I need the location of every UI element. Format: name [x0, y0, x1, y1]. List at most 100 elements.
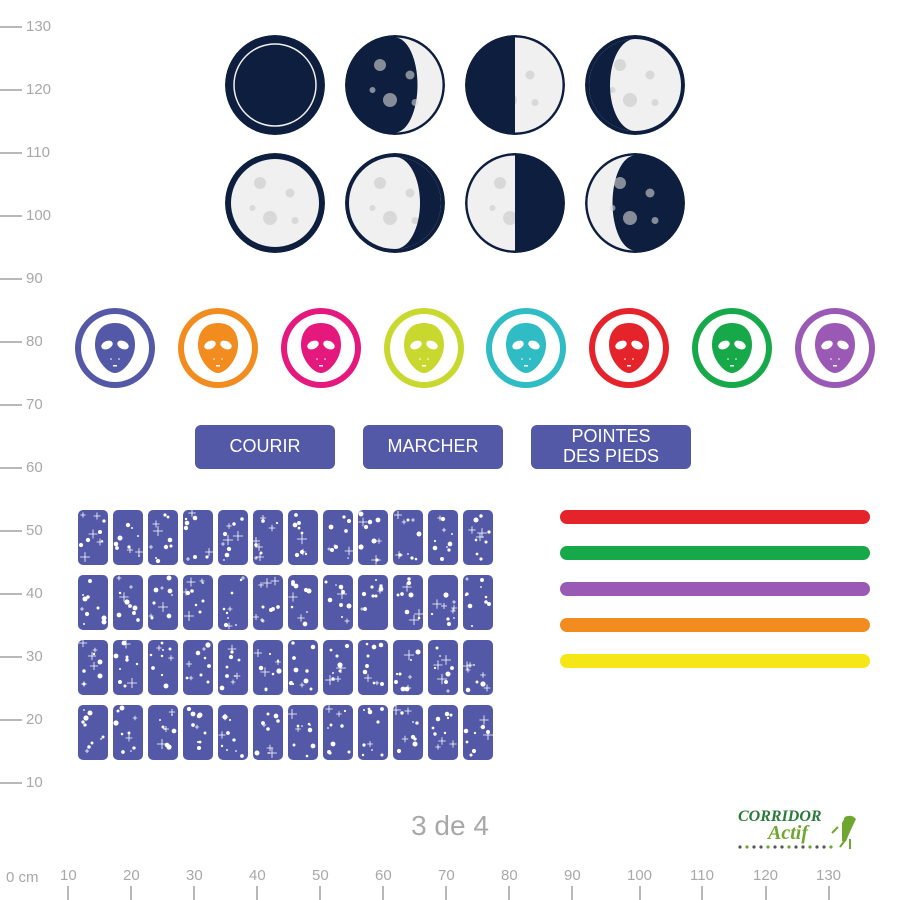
star-tile-icon	[113, 640, 143, 695]
star-tile-icon	[113, 705, 143, 760]
star-tile-icon	[323, 640, 353, 695]
star-tile-icon	[358, 705, 388, 760]
star-tile-icon	[393, 510, 423, 565]
star-tile-icon	[358, 575, 388, 630]
alien-badge-icon	[589, 308, 669, 388]
star-tile-icon	[463, 705, 493, 760]
alien-badge-icon	[692, 308, 772, 388]
y-tick: 50	[0, 522, 43, 539]
star-tile-icon	[393, 575, 423, 630]
star-tile-icon	[148, 510, 178, 565]
action-label: COURIR	[195, 425, 335, 469]
star-tile-icon	[78, 510, 108, 565]
moon-full-icon	[225, 153, 325, 253]
moon-phases-group	[225, 35, 685, 271]
star-tile-icon	[218, 705, 248, 760]
alien-badge-icon	[75, 308, 155, 388]
color-bar	[560, 582, 870, 596]
star-tile-icon	[463, 640, 493, 695]
star-tile-icon	[393, 705, 423, 760]
x-ruler: 0 cm 102030405060708090100110120130	[0, 868, 900, 900]
color-bars-column	[560, 510, 870, 668]
moon-first-quarter-icon	[465, 35, 565, 135]
action-label: MARCHER	[363, 425, 503, 469]
y-tick: 30	[0, 648, 43, 665]
y-tick: 20	[0, 711, 43, 728]
y-ruler: 130 120 110 100 90 80 70 60 50 40 30 20 10	[0, 0, 55, 880]
y-tick: 70	[0, 396, 43, 413]
moon-waning-gibbous-icon	[345, 153, 445, 253]
x-tick: 60	[375, 867, 392, 900]
y-tick: 120	[0, 81, 51, 98]
alien-badge-icon	[486, 308, 566, 388]
star-tile-icon	[113, 575, 143, 630]
color-bar	[560, 654, 870, 668]
color-bar	[560, 510, 870, 524]
x-tick: 100	[627, 867, 652, 900]
alien-badge-icon	[795, 308, 875, 388]
x-tick: 40	[249, 867, 266, 900]
star-tile-icon	[428, 510, 458, 565]
x-tick: 70	[438, 867, 455, 900]
star-tile-icon	[253, 510, 283, 565]
star-tile-icon	[218, 640, 248, 695]
star-tile-icon	[288, 510, 318, 565]
star-tile-icon	[183, 510, 213, 565]
x-tick: 30	[186, 867, 203, 900]
y-tick: 40	[0, 585, 43, 602]
color-bar	[560, 546, 870, 560]
moon-waxing-crescent-icon	[345, 35, 445, 135]
star-tile-icon	[323, 705, 353, 760]
alien-badge-icon	[178, 308, 258, 388]
action-label: POINTESDES PIEDS	[531, 425, 691, 469]
star-tile-icon	[253, 640, 283, 695]
action-labels-row: COURIR MARCHER POINTESDES PIEDS	[195, 425, 691, 469]
svg-text:Actif: Actif	[766, 822, 810, 844]
x-tick: 130	[816, 867, 841, 900]
star-tile-icon	[183, 575, 213, 630]
y-tick: 110	[0, 144, 50, 161]
star-tile-icon	[358, 640, 388, 695]
star-tile-icon	[428, 575, 458, 630]
y-tick: 130	[0, 18, 51, 35]
sticker-sheet: 130120110100908070605040302010 0 cm 1020…	[0, 0, 900, 900]
star-tile-icon	[463, 575, 493, 630]
star-tile-icon	[323, 575, 353, 630]
star-tile-icon	[323, 510, 353, 565]
star-tile-icon	[218, 510, 248, 565]
star-tile-icon	[148, 575, 178, 630]
x-tick: 80	[501, 867, 518, 900]
y-tick: 10	[0, 774, 43, 791]
star-tile-icon	[428, 705, 458, 760]
star-tile-icon	[393, 640, 423, 695]
y-tick: 80	[0, 333, 43, 350]
star-tile-icon	[288, 640, 318, 695]
y-tick: 90	[0, 270, 43, 287]
moon-new-icon	[225, 35, 325, 135]
x-tick: 120	[753, 867, 778, 900]
moon-waxing-gibbous-icon	[585, 35, 685, 135]
star-tile-icon	[463, 510, 493, 565]
star-tiles-grid	[78, 510, 493, 770]
star-tile-icon	[148, 640, 178, 695]
x-tick: 10	[60, 867, 77, 900]
star-tile-icon	[183, 640, 213, 695]
moon-last-quarter-icon	[465, 153, 565, 253]
star-tile-icon	[183, 705, 213, 760]
star-tile-icon	[428, 640, 458, 695]
star-tile-icon	[288, 575, 318, 630]
color-bar	[560, 618, 870, 632]
x-tick: 20	[123, 867, 140, 900]
brand-logo: CORRIDOR Actif	[732, 805, 882, 860]
y-tick: 100	[0, 207, 51, 224]
star-tile-icon	[78, 705, 108, 760]
x-tick: 50	[312, 867, 329, 900]
alien-badges-row	[75, 308, 875, 388]
star-tile-icon	[358, 510, 388, 565]
y-tick: 60	[0, 459, 43, 476]
x-tick: 90	[564, 867, 581, 900]
x-tick: 110	[690, 867, 714, 900]
moon-waning-crescent-icon	[585, 153, 685, 253]
star-tile-icon	[218, 575, 248, 630]
star-tile-icon	[113, 510, 143, 565]
